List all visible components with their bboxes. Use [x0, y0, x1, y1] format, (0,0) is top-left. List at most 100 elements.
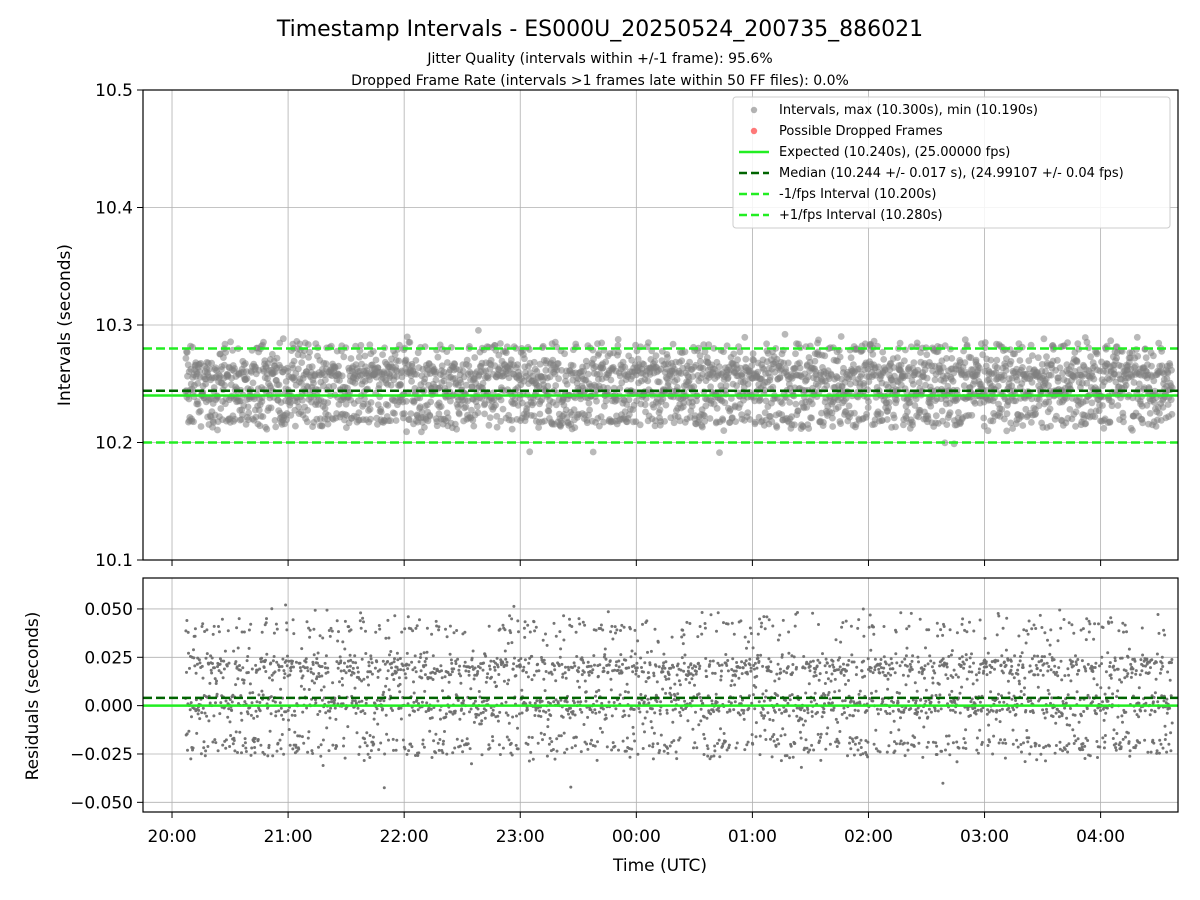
residual-point: [243, 737, 247, 741]
interval-point: [413, 371, 420, 378]
residual-point: [622, 625, 626, 629]
residual-point: [326, 666, 330, 670]
residual-point: [647, 701, 651, 705]
residual-point: [274, 710, 278, 714]
residual-point: [419, 652, 423, 656]
interval-point: [249, 379, 257, 387]
residual-point: [800, 717, 804, 721]
residual-point: [373, 666, 377, 670]
residual-point: [633, 652, 637, 656]
residual-point: [384, 713, 388, 717]
residual-point: [203, 711, 207, 715]
residual-point: [527, 735, 531, 739]
interval-point: [1122, 382, 1130, 389]
interval-point: [681, 348, 689, 356]
interval-point: [981, 339, 989, 346]
residual-point: [776, 694, 780, 698]
residual-point: [457, 668, 461, 672]
residual-point: [387, 636, 391, 640]
residual-point: [384, 636, 388, 640]
residual-point: [686, 719, 690, 723]
interval-point: [1019, 364, 1026, 371]
residual-point: [750, 701, 754, 705]
interval-point: [470, 422, 478, 430]
residual-point: [597, 710, 601, 714]
residual-point: [651, 745, 655, 749]
residual-point: [438, 738, 442, 741]
residual-point: [342, 744, 345, 748]
top-y-tick-label: 10.3: [95, 316, 133, 336]
residual-point: [564, 676, 568, 680]
residual-point: [333, 706, 337, 710]
interval-point: [457, 379, 465, 386]
residual-point: [378, 668, 382, 672]
residual-point: [297, 747, 301, 751]
residual-point: [395, 738, 399, 742]
interval-point: [462, 403, 470, 411]
residual-point: [594, 628, 598, 632]
residual-point: [408, 713, 412, 717]
residual-point: [422, 745, 426, 749]
residual-point: [473, 699, 477, 703]
residual-point: [795, 665, 798, 669]
interval-point: [493, 412, 501, 420]
residual-point: [756, 653, 760, 657]
residual-point: [470, 762, 473, 766]
interval-point: [1028, 379, 1036, 386]
residual-point: [806, 711, 810, 715]
residual-point: [662, 749, 666, 753]
residual-point: [738, 713, 742, 717]
interval-point: [721, 399, 729, 407]
residual-point: [811, 659, 815, 663]
residual-point: [802, 655, 806, 658]
interval-point: [736, 348, 744, 356]
residual-point: [607, 700, 611, 704]
residual-point: [489, 659, 493, 663]
residual-point: [572, 661, 576, 665]
residual-point: [425, 701, 429, 705]
residual-point: [764, 689, 768, 693]
interval-point: [710, 345, 718, 352]
residual-point: [425, 650, 429, 654]
residual-point: [804, 738, 808, 742]
residual-point: [666, 746, 669, 750]
residual-point: [386, 618, 390, 622]
residual-point: [621, 662, 624, 666]
residual-point: [522, 626, 526, 630]
residual-point: [287, 728, 291, 731]
residual-point: [461, 701, 465, 705]
residual-point: [757, 659, 761, 663]
interval-point: [190, 418, 197, 426]
residual-point: [627, 714, 631, 718]
residual-point: [734, 746, 738, 750]
residual-point: [812, 748, 816, 752]
interval-point: [393, 373, 401, 380]
interval-point: [455, 410, 463, 418]
residual-point: [301, 674, 305, 678]
residual-point: [589, 742, 592, 746]
interval-point: [310, 379, 317, 387]
residual-point: [681, 628, 685, 632]
residual-point: [718, 755, 722, 759]
residual-point: [260, 689, 264, 693]
residual-point: [628, 755, 632, 759]
interval-point: [1168, 410, 1176, 418]
residual-point: [293, 730, 297, 734]
residual-point: [460, 707, 464, 711]
residual-point: [672, 665, 675, 669]
residual-point: [774, 744, 778, 748]
residual-point: [659, 700, 663, 704]
residual-point: [695, 746, 699, 750]
residual-point: [762, 615, 766, 619]
interval-point: [421, 424, 428, 431]
interval-point: [367, 415, 374, 423]
residual-point: [619, 653, 623, 657]
interval-point: [243, 375, 251, 382]
interval-point: [395, 357, 403, 365]
interval-point: [851, 409, 858, 417]
residual-point: [582, 670, 586, 674]
residual-point: [766, 711, 770, 715]
residual-point: [455, 737, 459, 741]
residual-point: [187, 729, 191, 733]
residual-point: [750, 733, 754, 737]
